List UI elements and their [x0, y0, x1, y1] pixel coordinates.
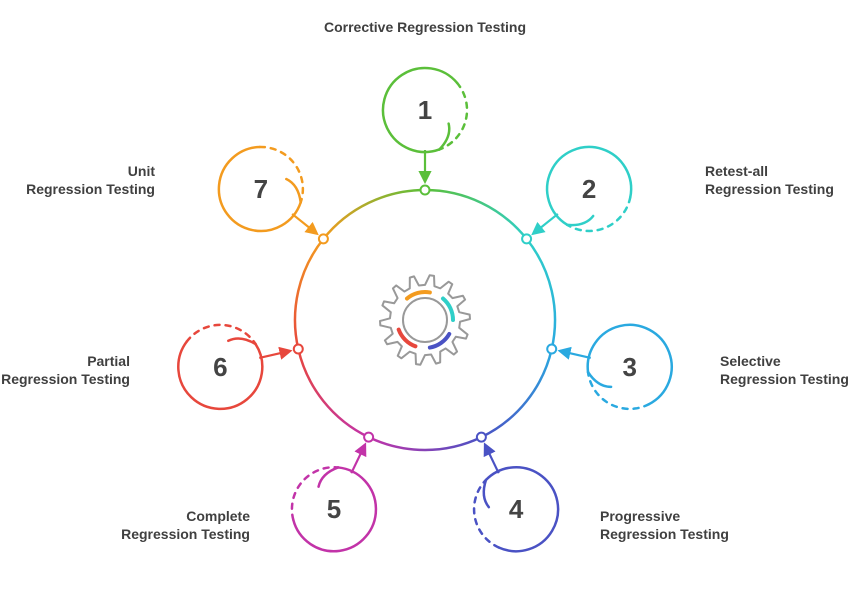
bubble-number-7: 7 [254, 174, 268, 204]
gear-icon [380, 275, 470, 365]
bubble-number-2: 2 [582, 174, 596, 204]
bubble-number-3: 3 [622, 352, 636, 382]
bubble-number-5: 5 [327, 494, 341, 524]
diagram-stage: 1 2 3 4 5 6 7 Corrective Regression Testing Ret… [0, 0, 849, 610]
bubble-number-6: 6 [213, 352, 227, 382]
label-4: ProgressiveRegression Testing [600, 507, 820, 543]
bubble-number-1: 1 [418, 95, 432, 125]
label-5: CompleteRegression Testing [30, 507, 250, 543]
bubble-number-4: 4 [509, 494, 524, 524]
label-6: PartialRegression Testing [0, 352, 130, 388]
label-3: SelectiveRegression Testing [720, 352, 849, 388]
label-7: UnitRegression Testing [0, 162, 155, 198]
label-1: Corrective Regression Testing [315, 18, 535, 36]
label-2: Retest-allRegression Testing [705, 162, 849, 198]
